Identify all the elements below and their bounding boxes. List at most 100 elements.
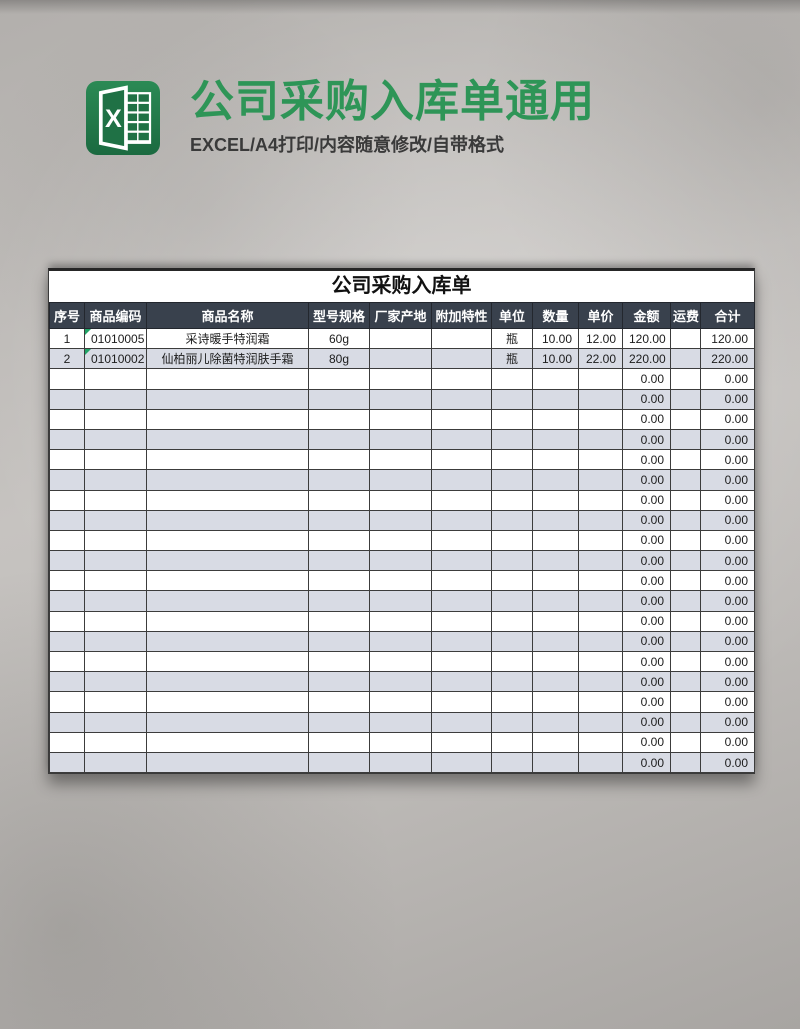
cell-unit-price[interactable] — [578, 368, 623, 390]
cell-unit-price[interactable] — [578, 388, 623, 410]
cell-amount[interactable]: 0.00 — [622, 489, 671, 511]
cell-additional-features[interactable] — [431, 388, 492, 410]
cell-manufacturer-origin[interactable] — [369, 570, 432, 592]
cell-shipping[interactable] — [670, 529, 701, 552]
cell-manufacturer-origin[interactable] — [369, 550, 432, 572]
cell-model-spec[interactable] — [308, 751, 370, 774]
cell-model-spec[interactable] — [308, 529, 370, 552]
cell-total[interactable]: 120.00 — [700, 327, 755, 350]
cell-quantity[interactable] — [532, 630, 579, 653]
cell-unit-price[interactable] — [578, 449, 623, 471]
cell-additional-features[interactable] — [431, 529, 492, 552]
cell-unit[interactable] — [491, 711, 533, 733]
cell-unit-price[interactable] — [578, 650, 623, 673]
cell-product-code[interactable]: 01010005 — [84, 327, 147, 350]
cell-product-code[interactable] — [84, 388, 147, 410]
cell-manufacturer-origin[interactable] — [369, 388, 432, 410]
cell-shipping[interactable] — [670, 691, 701, 713]
cell-unit-price[interactable] — [578, 671, 623, 693]
cell-additional-features[interactable] — [431, 489, 492, 511]
cell-unit[interactable] — [491, 610, 533, 632]
cell-amount[interactable]: 0.00 — [622, 408, 671, 430]
cell-total[interactable]: 0.00 — [700, 509, 755, 531]
cell-shipping[interactable] — [670, 408, 701, 430]
cell-index[interactable] — [49, 469, 85, 491]
cell-manufacturer-origin[interactable] — [369, 327, 432, 350]
cell-product-name[interactable] — [146, 751, 309, 774]
cell-index[interactable] — [49, 550, 85, 572]
cell-unit-price[interactable] — [578, 711, 623, 733]
cell-unit[interactable] — [491, 368, 533, 390]
cell-product-code[interactable] — [84, 368, 147, 390]
cell-additional-features[interactable] — [431, 731, 492, 753]
cell-additional-features[interactable] — [431, 590, 492, 612]
cell-index[interactable] — [49, 489, 85, 511]
cell-index[interactable] — [49, 449, 85, 471]
cell-amount[interactable]: 0.00 — [622, 368, 671, 390]
cell-product-code[interactable] — [84, 630, 147, 653]
cell-amount[interactable]: 0.00 — [622, 691, 671, 713]
cell-shipping[interactable] — [670, 327, 701, 350]
cell-manufacturer-origin[interactable] — [369, 408, 432, 430]
cell-index[interactable] — [49, 590, 85, 612]
cell-shipping[interactable] — [670, 449, 701, 471]
cell-unit[interactable] — [491, 630, 533, 653]
cell-index[interactable] — [49, 428, 85, 451]
cell-shipping[interactable] — [670, 368, 701, 390]
cell-manufacturer-origin[interactable] — [369, 348, 432, 370]
cell-amount[interactable]: 0.00 — [622, 529, 671, 552]
cell-product-name[interactable] — [146, 671, 309, 693]
cell-total[interactable]: 0.00 — [700, 671, 755, 693]
cell-amount[interactable]: 0.00 — [622, 469, 671, 491]
cell-quantity[interactable] — [532, 711, 579, 733]
cell-product-name[interactable] — [146, 509, 309, 531]
cell-product-name[interactable] — [146, 590, 309, 612]
cell-total[interactable]: 0.00 — [700, 408, 755, 430]
cell-model-spec[interactable]: 80g — [308, 348, 370, 370]
cell-additional-features[interactable] — [431, 428, 492, 451]
cell-product-code[interactable] — [84, 408, 147, 430]
cell-product-code[interactable] — [84, 691, 147, 713]
cell-model-spec[interactable] — [308, 711, 370, 733]
cell-unit[interactable] — [491, 671, 533, 693]
cell-model-spec[interactable] — [308, 550, 370, 572]
cell-unit-price[interactable] — [578, 489, 623, 511]
cell-product-code[interactable] — [84, 751, 147, 774]
cell-total[interactable]: 0.00 — [700, 469, 755, 491]
cell-unit-price[interactable]: 12.00 — [578, 327, 623, 350]
cell-product-code[interactable] — [84, 610, 147, 632]
cell-unit-price[interactable] — [578, 469, 623, 491]
cell-amount[interactable]: 0.00 — [622, 550, 671, 572]
cell-additional-features[interactable] — [431, 691, 492, 713]
cell-shipping[interactable] — [670, 751, 701, 774]
cell-total[interactable]: 0.00 — [700, 489, 755, 511]
cell-unit[interactable] — [491, 529, 533, 552]
cell-unit[interactable] — [491, 388, 533, 410]
cell-shipping[interactable] — [670, 428, 701, 451]
cell-shipping[interactable] — [670, 509, 701, 531]
cell-unit-price[interactable] — [578, 570, 623, 592]
cell-amount[interactable]: 120.00 — [622, 327, 671, 350]
cell-product-code[interactable] — [84, 671, 147, 693]
cell-unit-price[interactable] — [578, 731, 623, 753]
cell-quantity[interactable] — [532, 590, 579, 612]
cell-shipping[interactable] — [670, 550, 701, 572]
cell-product-name[interactable] — [146, 650, 309, 673]
cell-product-code[interactable] — [84, 449, 147, 471]
cell-amount[interactable]: 0.00 — [622, 449, 671, 471]
cell-model-spec[interactable] — [308, 691, 370, 713]
cell-unit[interactable] — [491, 408, 533, 430]
cell-additional-features[interactable] — [431, 327, 492, 350]
cell-quantity[interactable] — [532, 449, 579, 471]
cell-quantity[interactable] — [532, 550, 579, 572]
cell-model-spec[interactable] — [308, 610, 370, 632]
cell-product-code[interactable] — [84, 570, 147, 592]
cell-shipping[interactable] — [670, 388, 701, 410]
cell-total[interactable]: 0.00 — [700, 388, 755, 410]
cell-model-spec[interactable] — [308, 570, 370, 592]
cell-unit-price[interactable] — [578, 408, 623, 430]
cell-model-spec[interactable] — [308, 469, 370, 491]
cell-total[interactable]: 0.00 — [700, 610, 755, 632]
cell-index[interactable] — [49, 388, 85, 410]
cell-index[interactable]: 1 — [49, 327, 85, 350]
